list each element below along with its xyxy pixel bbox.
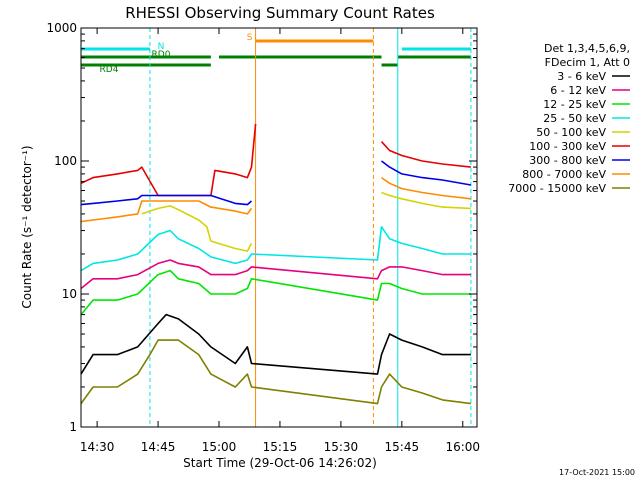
legend-title-line-2: FDecim 1, Att 0 bbox=[545, 56, 630, 69]
series-line-2-0 bbox=[80, 269, 471, 316]
y-tick-label-0: 1 bbox=[69, 420, 77, 434]
legend-label-5: 100 - 300 keV bbox=[529, 140, 606, 153]
flag-label-s: S bbox=[247, 33, 253, 43]
series-line-4-0 bbox=[141, 205, 253, 252]
series-line-4-1 bbox=[381, 191, 471, 210]
series-lines bbox=[80, 123, 472, 405]
series-line-6-1 bbox=[381, 160, 472, 186]
series-line-7-1 bbox=[381, 176, 471, 200]
flag-label-rd0: RD0 bbox=[152, 50, 171, 60]
x-tick-label-0: 14:30 bbox=[80, 440, 115, 454]
legend-label-0: 3 - 6 keV bbox=[557, 70, 606, 83]
y-tick-label-3: 1000 bbox=[46, 21, 77, 35]
legend-label-8: 7000 - 15000 keV bbox=[508, 182, 606, 195]
flag-label-rd4: RD4 bbox=[100, 65, 119, 75]
series-line-3-0 bbox=[80, 226, 471, 272]
chart-title: RHESSI Observing Summary Count Rates bbox=[125, 4, 435, 22]
y-tick-label-2: 100 bbox=[54, 154, 77, 168]
y-axis-ticks: 1 10 100 1000 bbox=[46, 21, 477, 434]
series-line-0-0 bbox=[80, 313, 471, 375]
legend: Det 1,3,4,5,6,9, FDecim 1, Att 0 3 - 6 k… bbox=[508, 42, 630, 195]
y-axis-label: Count Rate (s⁻¹ detector⁻¹) bbox=[20, 145, 34, 308]
x-tick-label-1: 14:45 bbox=[141, 440, 176, 454]
x-tick-label-6: 16:00 bbox=[445, 440, 480, 454]
legend-label-4: 50 - 100 keV bbox=[536, 126, 606, 139]
series-line-5-1 bbox=[380, 141, 471, 168]
x-tick-label-4: 15:30 bbox=[324, 440, 359, 454]
legend-label-2: 12 - 25 keV bbox=[543, 98, 606, 111]
series-line-6-0 bbox=[80, 194, 253, 206]
x-tick-label-3: 15:15 bbox=[263, 440, 298, 454]
flag-label-n: N bbox=[158, 42, 165, 52]
x-tick-label-2: 15:00 bbox=[202, 440, 237, 454]
series-line-1-0 bbox=[80, 259, 471, 290]
date-stamp: 17-Oct-2021 15:00 bbox=[559, 468, 635, 477]
plot-frame bbox=[80, 27, 478, 428]
legend-label-3: 25 - 50 keV bbox=[543, 112, 606, 125]
series-line-8-0 bbox=[80, 339, 472, 405]
x-tick-label-5: 15:45 bbox=[385, 440, 420, 454]
series-line-7-0 bbox=[80, 200, 253, 223]
x-axis-ticks: 14:30 14:45 15:00 15:15 15:30 15:45 16:00 bbox=[80, 28, 480, 454]
x-axis-label: Start Time (29-Oct-06 14:26:02) bbox=[183, 456, 377, 470]
legend-label-1: 6 - 12 keV bbox=[550, 84, 606, 97]
legend-title-line-1: Det 1,3,4,5,6,9, bbox=[544, 42, 630, 55]
legend-label-7: 800 - 7000 keV bbox=[522, 168, 606, 181]
legend-label-6: 300 - 800 keV bbox=[529, 154, 606, 167]
y-tick-label-1: 10 bbox=[62, 287, 77, 301]
